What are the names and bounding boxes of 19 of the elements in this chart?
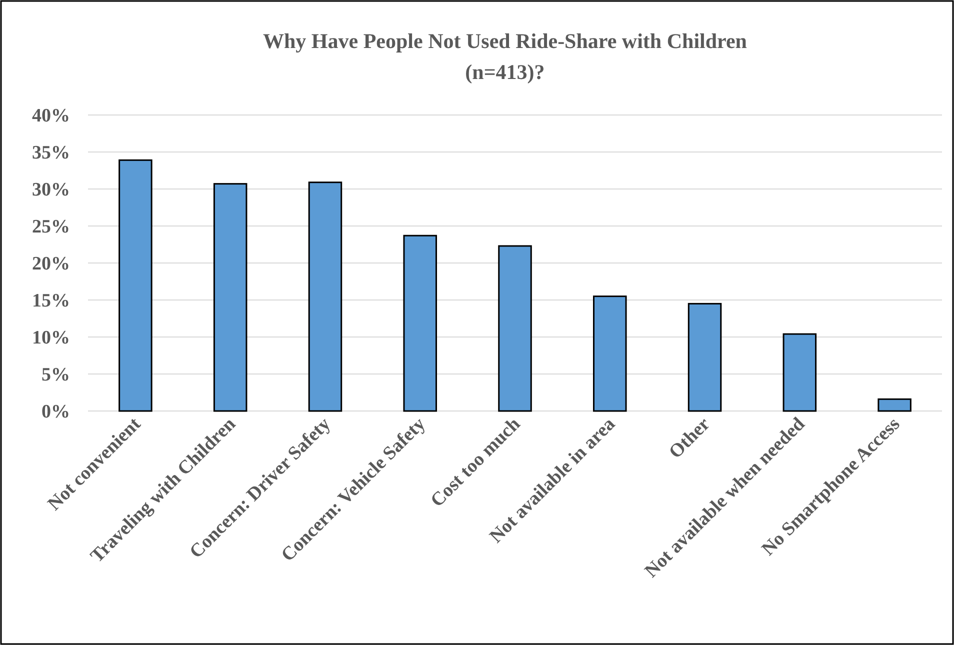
y-tick-label: 0% <box>42 402 70 423</box>
bar <box>593 296 627 412</box>
chart-title: Why Have People Not Used Ride-Share with Children (n=413)? <box>263 29 748 84</box>
y-tick-label: 35% <box>32 142 70 164</box>
y-tick-label: 10% <box>32 328 70 349</box>
y-tick-label: 5% <box>42 364 70 386</box>
y-tick-label: 25% <box>32 216 70 238</box>
y-tick-label: 40% <box>32 106 70 127</box>
bar <box>878 398 912 412</box>
bar <box>688 302 722 412</box>
y-tick-label: 15% <box>32 290 70 312</box>
bar <box>782 333 817 412</box>
bar <box>118 159 152 412</box>
bar <box>403 234 437 412</box>
bar <box>498 245 532 412</box>
bar <box>213 183 248 412</box>
y-tick-label: 20% <box>32 254 70 275</box>
bar <box>308 182 342 412</box>
y-tick-label: 30% <box>32 180 70 201</box>
